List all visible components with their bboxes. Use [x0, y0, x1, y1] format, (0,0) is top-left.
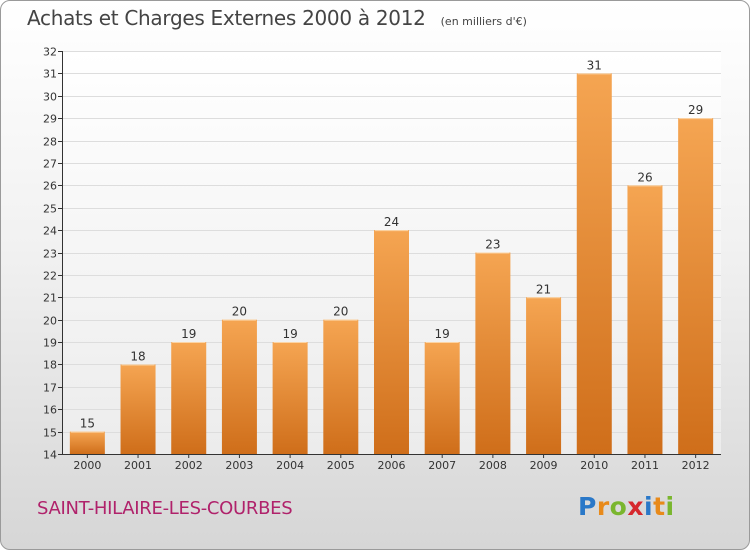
bar	[678, 118, 714, 455]
y-tick-label: 25	[43, 203, 57, 216]
data-label: 18	[130, 349, 145, 363]
y-tick-label: 16	[43, 404, 57, 417]
brand-logo-letter: i	[665, 492, 675, 521]
y-tick-label: 14	[43, 449, 57, 462]
x-tick-label: 2011	[631, 459, 659, 472]
brand-logo-letter: r	[596, 492, 610, 521]
x-tick-label: 2001	[124, 459, 152, 472]
x-tick-label: 2005	[327, 459, 355, 472]
data-label: 20	[232, 305, 247, 319]
x-tick-label: 2006	[378, 459, 406, 472]
data-label: 29	[688, 103, 703, 117]
data-label: 24	[384, 215, 399, 229]
data-label: 23	[485, 238, 500, 252]
y-tick-label: 28	[43, 136, 57, 149]
bars: 15 18 19 20 19 20 24 19 23 21 31 26 29	[69, 58, 714, 455]
bar	[424, 342, 460, 454]
y-tick-label: 31	[43, 68, 57, 81]
x-tick-label: 2000	[73, 459, 101, 472]
data-label: 26	[637, 170, 652, 184]
y-tick-label: 15	[43, 427, 57, 440]
bar	[69, 431, 105, 454]
bar	[323, 319, 359, 454]
brand-logo-letter: t	[653, 492, 666, 521]
data-label: 19	[435, 327, 450, 341]
x-tick-label: 2009	[530, 459, 558, 472]
bar	[374, 230, 409, 454]
x-tick-label: 2003	[225, 459, 253, 472]
data-label: 21	[536, 282, 551, 296]
brand-logo-letter: P	[578, 492, 597, 521]
bar	[272, 342, 308, 454]
y-tick-label: 32	[43, 46, 57, 59]
data-label: 15	[80, 417, 95, 431]
y-tick-label: 19	[43, 337, 57, 350]
brand-logo-letter: x	[627, 492, 644, 521]
y-tick-label: 29	[43, 113, 57, 126]
data-label: 19	[282, 327, 297, 341]
axes: 14 15 16 17 18 19 20 21 22 23 24 25 26 27 28 29 30 31 32 20…	[43, 46, 721, 472]
brand-logo-letter: i	[644, 492, 654, 521]
x-tick-label: 2002	[175, 459, 203, 472]
bar	[475, 252, 511, 454]
y-tick-label: 17	[43, 382, 57, 395]
data-label: 20	[333, 305, 348, 319]
data-label: 19	[181, 327, 196, 341]
y-tick-label: 21	[43, 292, 57, 305]
chart-title: Achats et Charges Externes 2000 à 2012	[27, 6, 426, 30]
y-tick-label: 24	[43, 225, 57, 238]
bar	[526, 297, 562, 454]
bar	[627, 185, 663, 455]
y-tick-label: 27	[43, 158, 57, 171]
bar	[576, 73, 612, 454]
bar	[171, 342, 207, 454]
y-tick-label: 26	[43, 180, 57, 193]
location-label: SAINT-HILAIRE-LES-COURBES	[37, 498, 293, 519]
x-tick-label: 2004	[276, 459, 304, 472]
bar	[120, 364, 156, 454]
y-tick-label: 23	[43, 248, 57, 261]
bar	[221, 319, 257, 454]
y-tick-label: 30	[43, 91, 57, 104]
y-tick-label: 18	[43, 359, 57, 372]
data-label: 31	[587, 58, 602, 72]
y-tick-label: 20	[43, 315, 57, 328]
chart-subtitle: (en milliers d'€)	[440, 15, 527, 28]
brand-logo-letter: o	[609, 492, 628, 521]
x-tick-label: 2008	[479, 459, 507, 472]
y-tick-label: 22	[43, 270, 57, 283]
x-tick-label: 2010	[580, 459, 608, 472]
title-row: Achats et Charges Externes 2000 à 2012 (…	[27, 6, 527, 30]
brand-logo: Proxiti	[578, 492, 675, 521]
x-tick-label: 2007	[428, 459, 456, 472]
x-tick-label: 2012	[682, 459, 710, 472]
